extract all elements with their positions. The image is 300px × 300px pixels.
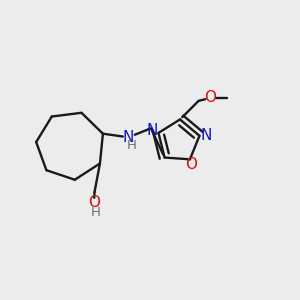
Text: H: H <box>127 139 136 152</box>
Text: O: O <box>205 90 217 105</box>
Text: O: O <box>88 195 100 210</box>
Text: O: O <box>185 157 197 172</box>
Text: N: N <box>123 130 134 145</box>
Text: H: H <box>91 206 101 219</box>
Text: N: N <box>200 128 212 143</box>
Text: N: N <box>146 123 158 138</box>
